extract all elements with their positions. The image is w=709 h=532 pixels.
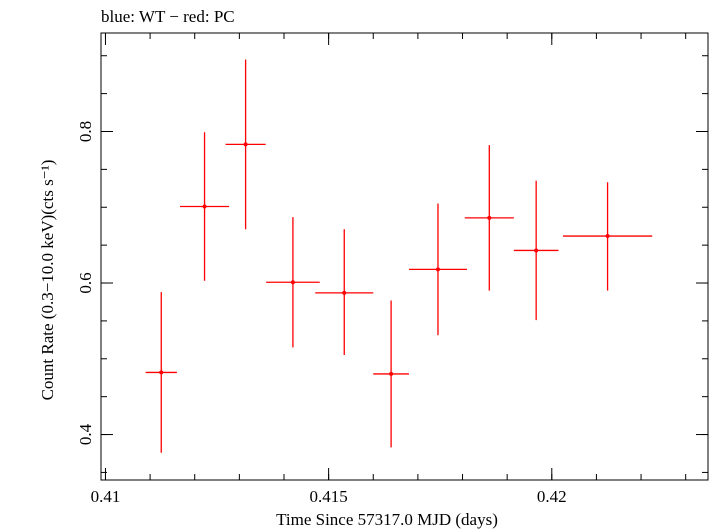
- point-marker: [202, 204, 207, 209]
- y-tick-label: 0.6: [76, 272, 95, 293]
- axis-tick-labels: 0.41 0.415 0.42 0.4 0.6 0.8: [76, 121, 567, 506]
- x-tick-label: 0.41: [91, 487, 121, 506]
- point-marker: [243, 142, 248, 147]
- data-point: [145, 292, 177, 453]
- x-tick-label: 0.415: [310, 487, 348, 506]
- data-point: [373, 300, 409, 448]
- point-marker: [290, 280, 295, 285]
- data-point: [225, 59, 266, 230]
- x-tick-label: 0.42: [537, 487, 567, 506]
- axis-ticks: [101, 33, 708, 480]
- data-point: [179, 132, 230, 281]
- data-point: [315, 229, 374, 355]
- point-marker: [342, 290, 347, 295]
- data-point: [266, 217, 320, 348]
- y-tick-label: 0.4: [76, 423, 95, 445]
- data-point: [513, 180, 559, 321]
- point-marker: [487, 215, 492, 220]
- point-marker: [389, 371, 394, 376]
- plot-frame: [100, 32, 709, 481]
- point-marker: [534, 248, 539, 253]
- y-axis-label: Count Rate (0.3−10.0 keV)(cts s⁻¹): [38, 160, 57, 401]
- data-point: [464, 145, 514, 291]
- point-marker: [159, 370, 164, 375]
- y-tick-label: 0.8: [76, 121, 95, 142]
- data-points: [145, 59, 653, 453]
- point-marker: [435, 267, 440, 272]
- chart-title: blue: WT − red: PC: [101, 7, 235, 26]
- x-axis-label: Time Since 57317.0 MJD (days): [276, 510, 498, 529]
- data-point: [562, 182, 653, 291]
- data-point: [408, 203, 467, 336]
- point-marker: [605, 234, 610, 239]
